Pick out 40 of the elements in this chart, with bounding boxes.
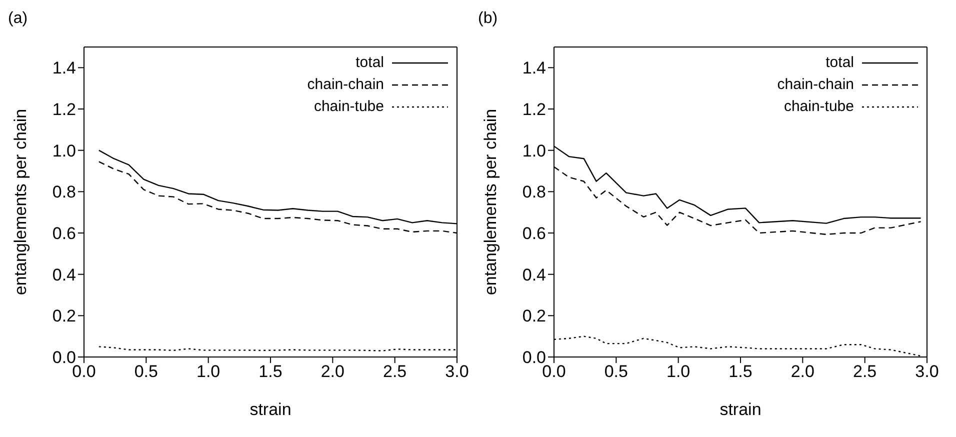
y-tick-label: 0.6 bbox=[52, 224, 76, 244]
y-tick-label: 0.2 bbox=[52, 306, 76, 326]
x-axis-title: strain bbox=[250, 400, 292, 419]
chart-title: (b) bbox=[478, 10, 498, 28]
y-tick-label: 1.2 bbox=[522, 100, 546, 120]
y-tick-label: 0.4 bbox=[52, 265, 76, 284]
x-tick-label: 0.5 bbox=[604, 362, 628, 382]
x-tick-label: 1.5 bbox=[258, 362, 282, 382]
y-tick-label: 1.0 bbox=[522, 141, 546, 160]
y-tick-label: 0.2 bbox=[522, 306, 546, 326]
y-tick-label: 1.2 bbox=[52, 100, 76, 120]
x-tick-label: 2.0 bbox=[320, 362, 344, 382]
x-tick-label: 0.0 bbox=[542, 362, 566, 382]
chart-title: (a) bbox=[8, 10, 28, 28]
legend-label: total bbox=[826, 53, 854, 73]
y-tick-label: 0.8 bbox=[522, 182, 546, 202]
x-tick-label: 2.5 bbox=[383, 362, 407, 382]
legend-label: chain-chain bbox=[307, 75, 384, 95]
legend-label: chain-chain bbox=[777, 75, 854, 95]
y-tick-label: 1.0 bbox=[52, 141, 76, 160]
y-axis-title: entanglements per chain bbox=[481, 108, 500, 296]
legend-label: chain-tube bbox=[784, 97, 854, 117]
legend-label: total bbox=[356, 53, 384, 73]
x-tick-label: 0.5 bbox=[134, 362, 158, 382]
y-tick-label: 1.4 bbox=[52, 58, 76, 78]
x-tick-label: 1.0 bbox=[196, 362, 220, 382]
x-tick-label: 2.0 bbox=[790, 362, 814, 382]
x-tick-label: 3.0 bbox=[445, 362, 469, 382]
x-tick-label: 2.5 bbox=[853, 362, 877, 382]
x-axis-title: strain bbox=[720, 400, 762, 419]
x-tick-label: 1.5 bbox=[728, 362, 752, 382]
x-tick-label: 0.0 bbox=[72, 362, 96, 382]
y-tick-label: 0.6 bbox=[522, 224, 546, 244]
y-tick-label: 0.8 bbox=[52, 182, 76, 202]
y-tick-label: 0.4 bbox=[522, 265, 546, 284]
legend-label: chain-tube bbox=[314, 97, 384, 117]
x-tick-label: 3.0 bbox=[915, 362, 939, 382]
y-tick-label: 1.4 bbox=[522, 58, 546, 78]
y-axis-title: entanglements per chain bbox=[11, 108, 30, 296]
x-tick-label: 1.0 bbox=[666, 362, 690, 382]
